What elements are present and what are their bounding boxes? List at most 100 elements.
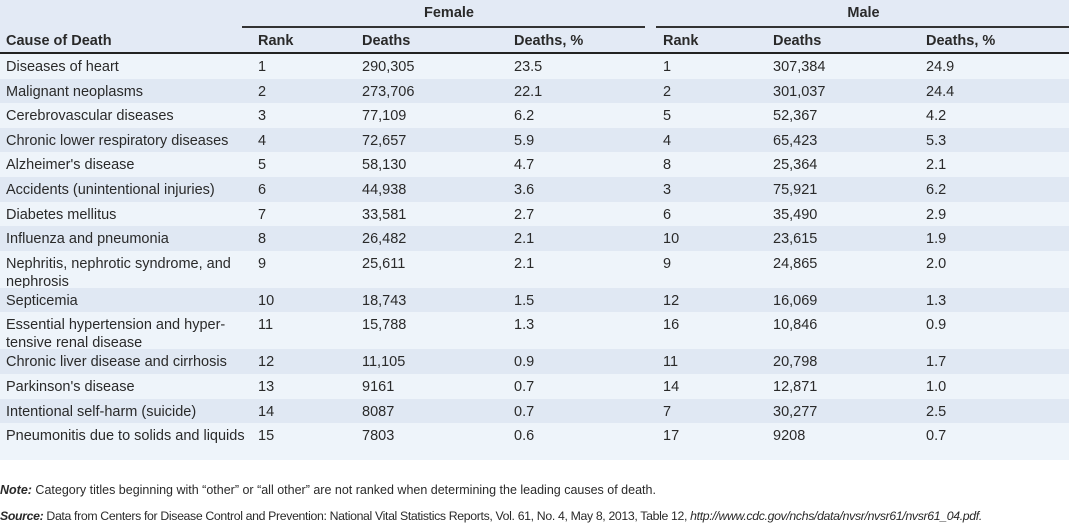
cell-female-rank: 11 <box>258 317 274 334</box>
cell-male-rank: 9 <box>663 255 672 272</box>
table-row: Chronic liver disease and cirrhosis 12 11,… <box>0 349 1069 374</box>
table-row: Influenza and pneumonia 8 26,482 2.1 10 23,61… <box>0 226 1069 251</box>
cell-female-rank: 6 <box>258 181 267 198</box>
cell-female-pct: 23.5 <box>514 59 543 75</box>
male-divider <box>656 26 1069 28</box>
group-male: Male <box>847 5 880 21</box>
source-label: Source: <box>0 509 44 523</box>
cell-male-pct: 1.9 <box>926 231 947 248</box>
source-text: Data from Centers for Disease Control an… <box>43 509 691 523</box>
cell-male-pct: 24.9 <box>926 59 955 75</box>
cell-female-deaths: 18,743 <box>362 292 407 309</box>
cell-cause: Diseases of heart <box>6 59 119 75</box>
cell-female-pct: 5.9 <box>514 132 535 149</box>
cell-male-deaths: 307,384 <box>773 59 826 75</box>
cell-female-pct: 22.1 <box>514 83 543 100</box>
table-row: Alzheimer's disease 5 58,130 4.7 8 25,364 2.1 <box>0 152 1069 177</box>
cell-female-pct: 0.7 <box>514 403 535 420</box>
cell-male-deaths: 65,423 <box>773 132 818 149</box>
cell-male-pct: 2.9 <box>926 206 947 223</box>
cell-female-rank: 3 <box>258 108 267 125</box>
table-row: Intentional self-harm (suicide) 14 8087 0.7… <box>0 398 1069 424</box>
cell-cause: Influenza and pneumonia <box>6 231 169 248</box>
table-row: Diabetes mellitus 7 33,581 2.7 6 35,490 2.9 <box>0 201 1069 227</box>
cell-female-pct: 1.5 <box>514 292 535 309</box>
cell-cause: Malignant neoplasms <box>6 83 144 100</box>
cell-male-deaths: 52,367 <box>773 108 818 125</box>
cell-male-rank: 11 <box>663 354 679 371</box>
cell-female-pct: 2.1 <box>514 255 535 272</box>
table-row: Cerebrovascular diseases 3 77,109 6.2 5 52,36… <box>0 103 1069 128</box>
cell-male-deaths: 25,364 <box>773 157 818 174</box>
cell-male-rank: 6 <box>663 206 672 223</box>
cell-female-rank: 8 <box>258 231 267 248</box>
cell-cause: Essential hypertension and hyper-tensive… <box>6 317 226 352</box>
col-male-deaths: Deaths <box>773 33 822 49</box>
cell-female-deaths: 26,482 <box>362 231 407 248</box>
cell-female-deaths: 44,938 <box>362 181 407 198</box>
cell-cause: Pneumonitis due to solids and liquids <box>6 428 245 445</box>
cell-male-pct: 1.7 <box>926 354 947 371</box>
cell-male-pct: 2.5 <box>926 403 947 420</box>
leading-causes-of-death-table: Female Male Cause of Death Rank Deaths D… <box>0 0 1069 461</box>
cell-female-deaths: 58,130 <box>362 157 407 174</box>
cell-female-deaths: 33,581 <box>362 206 407 223</box>
cell-female-rank: 13 <box>258 378 275 395</box>
cell-male-rank: 4 <box>663 132 672 149</box>
cell-male-deaths: 16,069 <box>773 292 818 309</box>
cell-male-deaths: 10,846 <box>773 317 818 334</box>
cell-cause: Nephritis, nephrotic syndrome, and nephr… <box>6 255 231 290</box>
cell-female-rank: 5 <box>258 157 267 174</box>
cell-male-pct: 6.2 <box>926 181 947 198</box>
cell-male-rank: 17 <box>663 428 680 445</box>
table-row: Parkinson's disease 13 9161 0.7 14 12,871 1.0 <box>0 373 1069 399</box>
cell-male-deaths: 301,037 <box>773 83 826 100</box>
cell-male-rank: 16 <box>663 317 680 334</box>
cell-male-rank: 8 <box>663 157 672 174</box>
cell-male-rank: 5 <box>663 108 672 125</box>
col-male-pct: Deaths, % <box>926 33 996 49</box>
female-divider <box>242 26 645 28</box>
table-body: Diseases of heart 1 290,305 23.5 1 307,384 24.… <box>0 54 1069 461</box>
cell-cause: Septicemia <box>6 292 78 309</box>
cell-male-deaths: 30,277 <box>773 403 818 420</box>
group-female: Female <box>424 5 474 21</box>
cell-male-pct: 0.7 <box>926 428 947 445</box>
note-text: Category titles beginning with “other” o… <box>31 483 656 497</box>
cell-female-rank: 10 <box>258 292 275 309</box>
cell-female-rank: 9 <box>258 255 267 272</box>
cell-female-deaths: 7803 <box>362 428 395 445</box>
note-label: Note: <box>0 483 32 497</box>
cell-cause: Diabetes mellitus <box>6 206 117 223</box>
cell-male-pct: 4.2 <box>926 108 947 125</box>
table-row: Septicemia 10 18,743 1.5 12 16,069 1.3 <box>0 287 1069 313</box>
cell-female-deaths: 9161 <box>362 378 395 395</box>
table-row: Pneumonitis due to solids and liquids 15 7… <box>0 423 1069 461</box>
cell-cause: Intentional self-harm (suicide) <box>6 403 197 420</box>
cell-male-pct: 24.4 <box>926 83 955 100</box>
cell-female-rank: 7 <box>258 206 267 223</box>
cell-male-pct: 5.3 <box>926 132 947 149</box>
cell-female-deaths: 273,706 <box>362 83 415 100</box>
table-note: Note: Category titles beginning with “ot… <box>0 483 656 497</box>
cell-female-pct: 4.7 <box>514 157 535 174</box>
cell-male-rank: 3 <box>663 181 672 198</box>
cell-female-deaths: 290,305 <box>362 59 415 75</box>
cell-male-pct: 1.3 <box>926 292 947 309</box>
cell-male-pct: 0.9 <box>926 317 947 334</box>
cell-female-deaths: 15,788 <box>362 317 407 334</box>
cell-female-pct: 3.6 <box>514 181 535 198</box>
cell-male-deaths: 9208 <box>773 428 806 445</box>
cell-female-deaths: 77,109 <box>362 108 407 125</box>
col-female-pct: Deaths, % <box>514 33 584 49</box>
source-link[interactable]: http://www.cdc.gov/nchs/data/nvsr/nvsr61… <box>690 509 982 523</box>
table-row: Nephritis, nephrotic syndrome, and nephr… <box>0 250 1069 290</box>
cell-male-deaths: 24,865 <box>773 255 818 272</box>
cell-cause: Cerebrovascular diseases <box>6 108 174 125</box>
cell-cause: Chronic lower respiratory diseases <box>6 132 229 149</box>
col-cause: Cause of Death <box>6 33 112 49</box>
cell-cause: Parkinson's disease <box>6 378 135 395</box>
cell-male-pct: 1.0 <box>926 378 947 395</box>
cell-cause: Accidents (unintentional injuries) <box>6 181 215 198</box>
cell-male-deaths: 20,798 <box>773 354 818 371</box>
